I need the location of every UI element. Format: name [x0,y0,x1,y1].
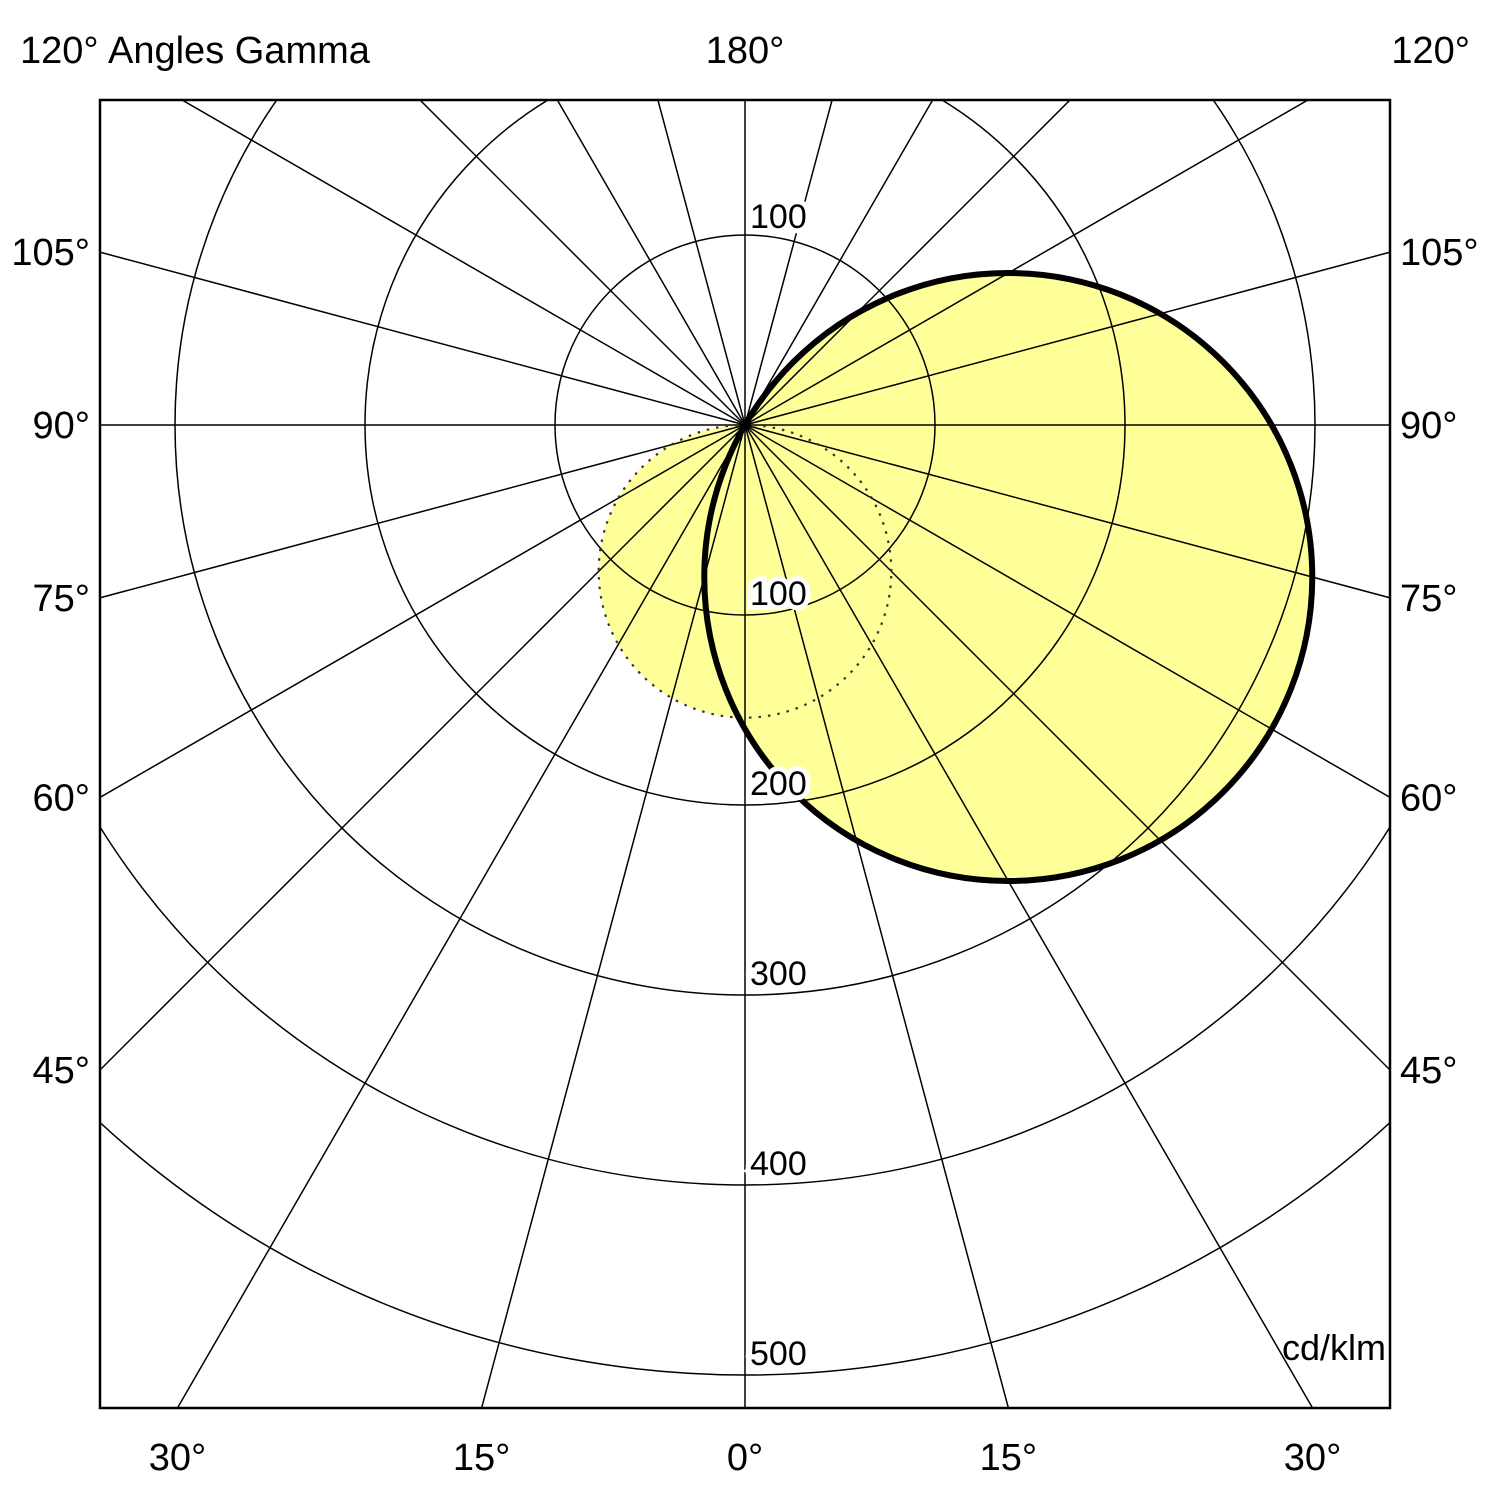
gamma-label-right: 45° [1400,1050,1457,1092]
angle-gridline [100,424,746,799]
gamma-label-left: 45° [33,1050,90,1092]
plot-border [98,98,1392,1410]
angle-gridline [744,424,1390,1072]
gamma-label-bottom: 30° [149,1437,206,1479]
angle-gridline [744,100,1072,426]
gamma-label-left: 105° [11,232,90,274]
gamma-side-labels: 105° 105° 90° 90° 75° 75° 60° 60° 45° 45° [11,232,1478,1092]
gamma-label-right: 105° [1400,232,1479,274]
gamma-angle-label-top-left: 120° [20,30,99,72]
radial-tick-label: 200 [750,765,807,803]
angle-gridline [480,424,746,1408]
angle-gridline [100,424,746,599]
angle-gridline [176,424,746,1408]
gamma-label-left: 75° [33,578,90,620]
angle-gridline [744,100,934,426]
radial-tick-label: 300 [750,955,807,993]
gamma-label-bottom: 30° [1284,1437,1341,1479]
gamma-label-left: 60° [33,777,90,819]
gamma-label-right: 90° [1400,405,1457,447]
angle-gridline [744,424,1010,1408]
gamma-bottom-labels: 0° 15° 15° 30° 30° [149,1437,1342,1479]
radial-tick-label: 100 [750,575,807,613]
chart-title: Angles Gamma [108,30,370,72]
unit-label: cd/klm [1281,1327,1386,1368]
angle-gridline [556,100,746,426]
gamma-label-right: 75° [1400,578,1457,620]
angle-gridline [744,424,1390,799]
angle-gridline [180,100,746,426]
gamma-angle-label-top-center: 180° [705,30,785,72]
gamma-label-bottom: 15° [453,1437,510,1479]
radial-tick-labels: 100 100 200 300 400 500 [745,193,812,1378]
angle-gridline [100,251,746,426]
gamma-label-left: 90° [33,405,90,447]
curve-c0-c180 [701,269,1316,885]
gamma-label-right: 60° [1400,777,1457,819]
angle-gridline [744,251,1390,426]
angle-gridline [418,100,746,426]
radial-tick-label: 500 [750,1335,807,1373]
angle-gridline [744,424,1314,1408]
angle-gridline [744,100,833,426]
gamma-label-bottom: 15° [980,1437,1037,1479]
radial-tick-label: 400 [750,1145,807,1183]
angle-gridline [744,100,1310,426]
angle-gridline [744,424,1390,599]
radial-tick-label-top: 100 [750,198,807,236]
gamma-label-bottom: 0° [727,1437,763,1479]
gamma-angle-label-top-right: 120° [1391,30,1470,72]
angle-gridline [100,424,746,1072]
angle-gridline [657,100,746,426]
